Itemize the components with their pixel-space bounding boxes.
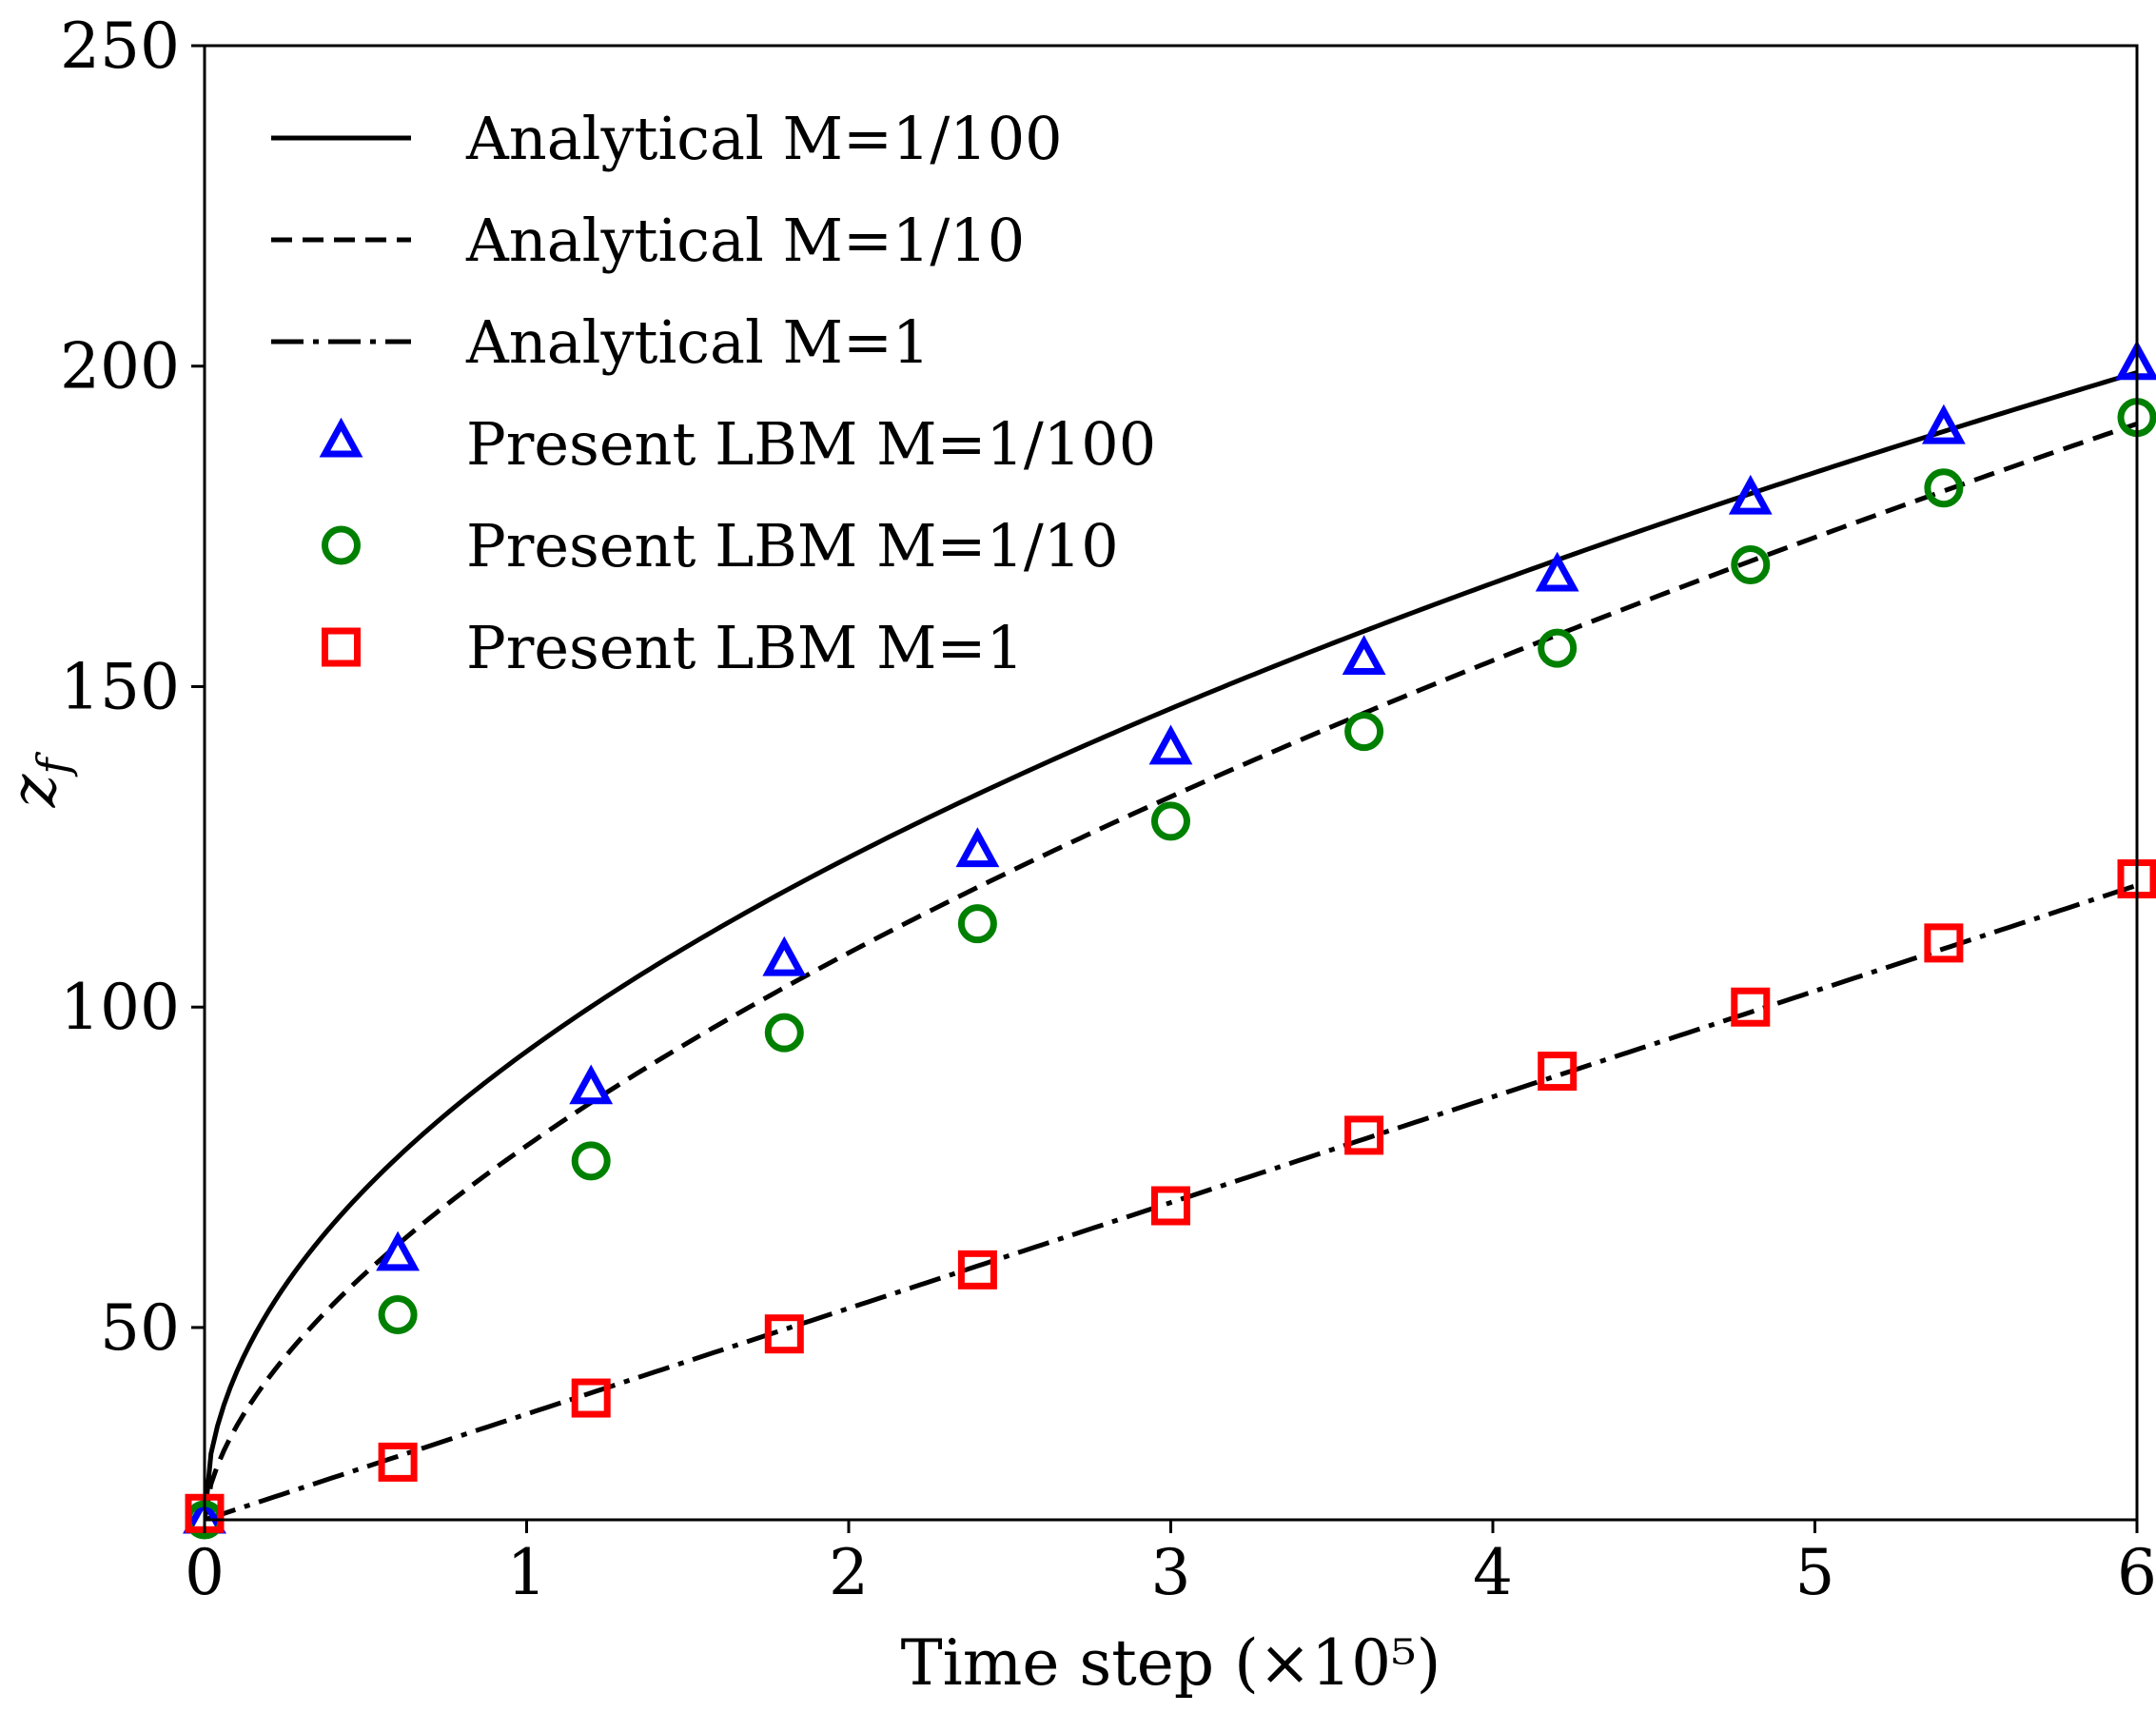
x-axis-label: Time step (×10⁵) xyxy=(901,1626,1441,1700)
series-5-point-6 xyxy=(1344,1115,1384,1155)
legend-label-3: Present LBM M=1/100 xyxy=(466,409,1156,479)
legend-item-1: Analytical M=1/10 xyxy=(271,206,1025,275)
y-axis-label: zf xyxy=(0,752,79,809)
series-line-2 xyxy=(205,882,2137,1520)
series-5-point-8 xyxy=(1731,987,1771,1027)
legend-item-3: Present LBM M=1/100 xyxy=(319,409,1156,479)
series-3-point-8 xyxy=(1728,474,1773,515)
y-tick-label-2: 150 xyxy=(60,650,180,723)
y-axis-label-sub: f xyxy=(28,752,79,778)
series-3-point-6 xyxy=(1342,635,1386,676)
series-5-point-1 xyxy=(378,1442,418,1482)
series-4-point-6 xyxy=(1344,712,1384,752)
series-4-point-5 xyxy=(1151,801,1190,841)
legend-label-0: Analytical M=1/100 xyxy=(465,104,1063,173)
series-3-point-1 xyxy=(376,1231,421,1271)
legend-marker-5 xyxy=(322,627,361,667)
series-4-point-7 xyxy=(1538,628,1578,668)
series-3-point-2 xyxy=(569,1064,614,1105)
y-axis-label-main: z xyxy=(0,773,70,808)
x-tick-label-4: 4 xyxy=(1473,1536,1513,1609)
series-line-0 xyxy=(205,370,2137,1520)
series-5-point-5 xyxy=(1151,1186,1190,1226)
legend-marker-3 xyxy=(319,417,363,458)
legend-item-5: Present LBM M=1 xyxy=(322,613,1024,682)
axis-labels: Time step (×10⁵) zf xyxy=(0,752,1441,1700)
x-tick-label-0: 0 xyxy=(185,1536,225,1609)
series-3-point-4 xyxy=(955,827,1000,868)
axes: 0 1 2 3 4 5 6 50 100 150 200 250 xyxy=(60,10,2156,1609)
series-5-point-3 xyxy=(764,1314,804,1354)
x-tick-label-1: 1 xyxy=(507,1536,547,1609)
y-tick-label-3: 200 xyxy=(60,330,180,404)
y-tick-label-4: 250 xyxy=(60,10,180,83)
x-tick-label-2: 2 xyxy=(829,1536,869,1609)
series-4-point-2 xyxy=(571,1141,611,1181)
series-4-point-4 xyxy=(957,904,997,944)
lines xyxy=(205,370,2137,1520)
series-4-point-1 xyxy=(378,1294,418,1334)
legend-item-4: Present LBM M=1/10 xyxy=(322,511,1119,581)
plot-area xyxy=(183,340,2156,1540)
series-5-point-4 xyxy=(957,1250,997,1290)
legend-label-1: Analytical M=1/10 xyxy=(465,206,1025,275)
y-tick-label-1: 100 xyxy=(60,971,180,1044)
series-3-point-5 xyxy=(1148,724,1193,765)
legend-label-5: Present LBM M=1 xyxy=(466,613,1024,682)
x-tick-label-5: 5 xyxy=(1795,1536,1835,1609)
y-tick-label-0: 50 xyxy=(100,1291,180,1365)
series-line-1 xyxy=(205,421,2137,1520)
series-3-point-9 xyxy=(1921,404,1966,444)
series-3-point-7 xyxy=(1535,551,1579,592)
series-3-point-3 xyxy=(762,935,807,976)
series-4-point-9 xyxy=(1924,468,1964,508)
legend-item-2: Analytical M=1 xyxy=(271,307,930,377)
legend-label-2: Analytical M=1 xyxy=(465,307,930,377)
x-tick-label-6: 6 xyxy=(2117,1536,2156,1609)
series-5-point-2 xyxy=(571,1378,611,1418)
legend-item-0: Analytical M=1/100 xyxy=(271,104,1063,173)
series-5-point-9 xyxy=(1924,923,1964,963)
legend-marker-4 xyxy=(322,525,361,565)
series-4-point-8 xyxy=(1731,545,1771,585)
x-tick-label-3: 3 xyxy=(1151,1536,1191,1609)
series-5-point-7 xyxy=(1538,1052,1578,1092)
series-4-point-3 xyxy=(764,1013,804,1053)
legend: Analytical M=1/100 Analytical M=1/10 Analy… xyxy=(271,104,1156,682)
legend-label-4: Present LBM M=1/10 xyxy=(466,511,1119,581)
